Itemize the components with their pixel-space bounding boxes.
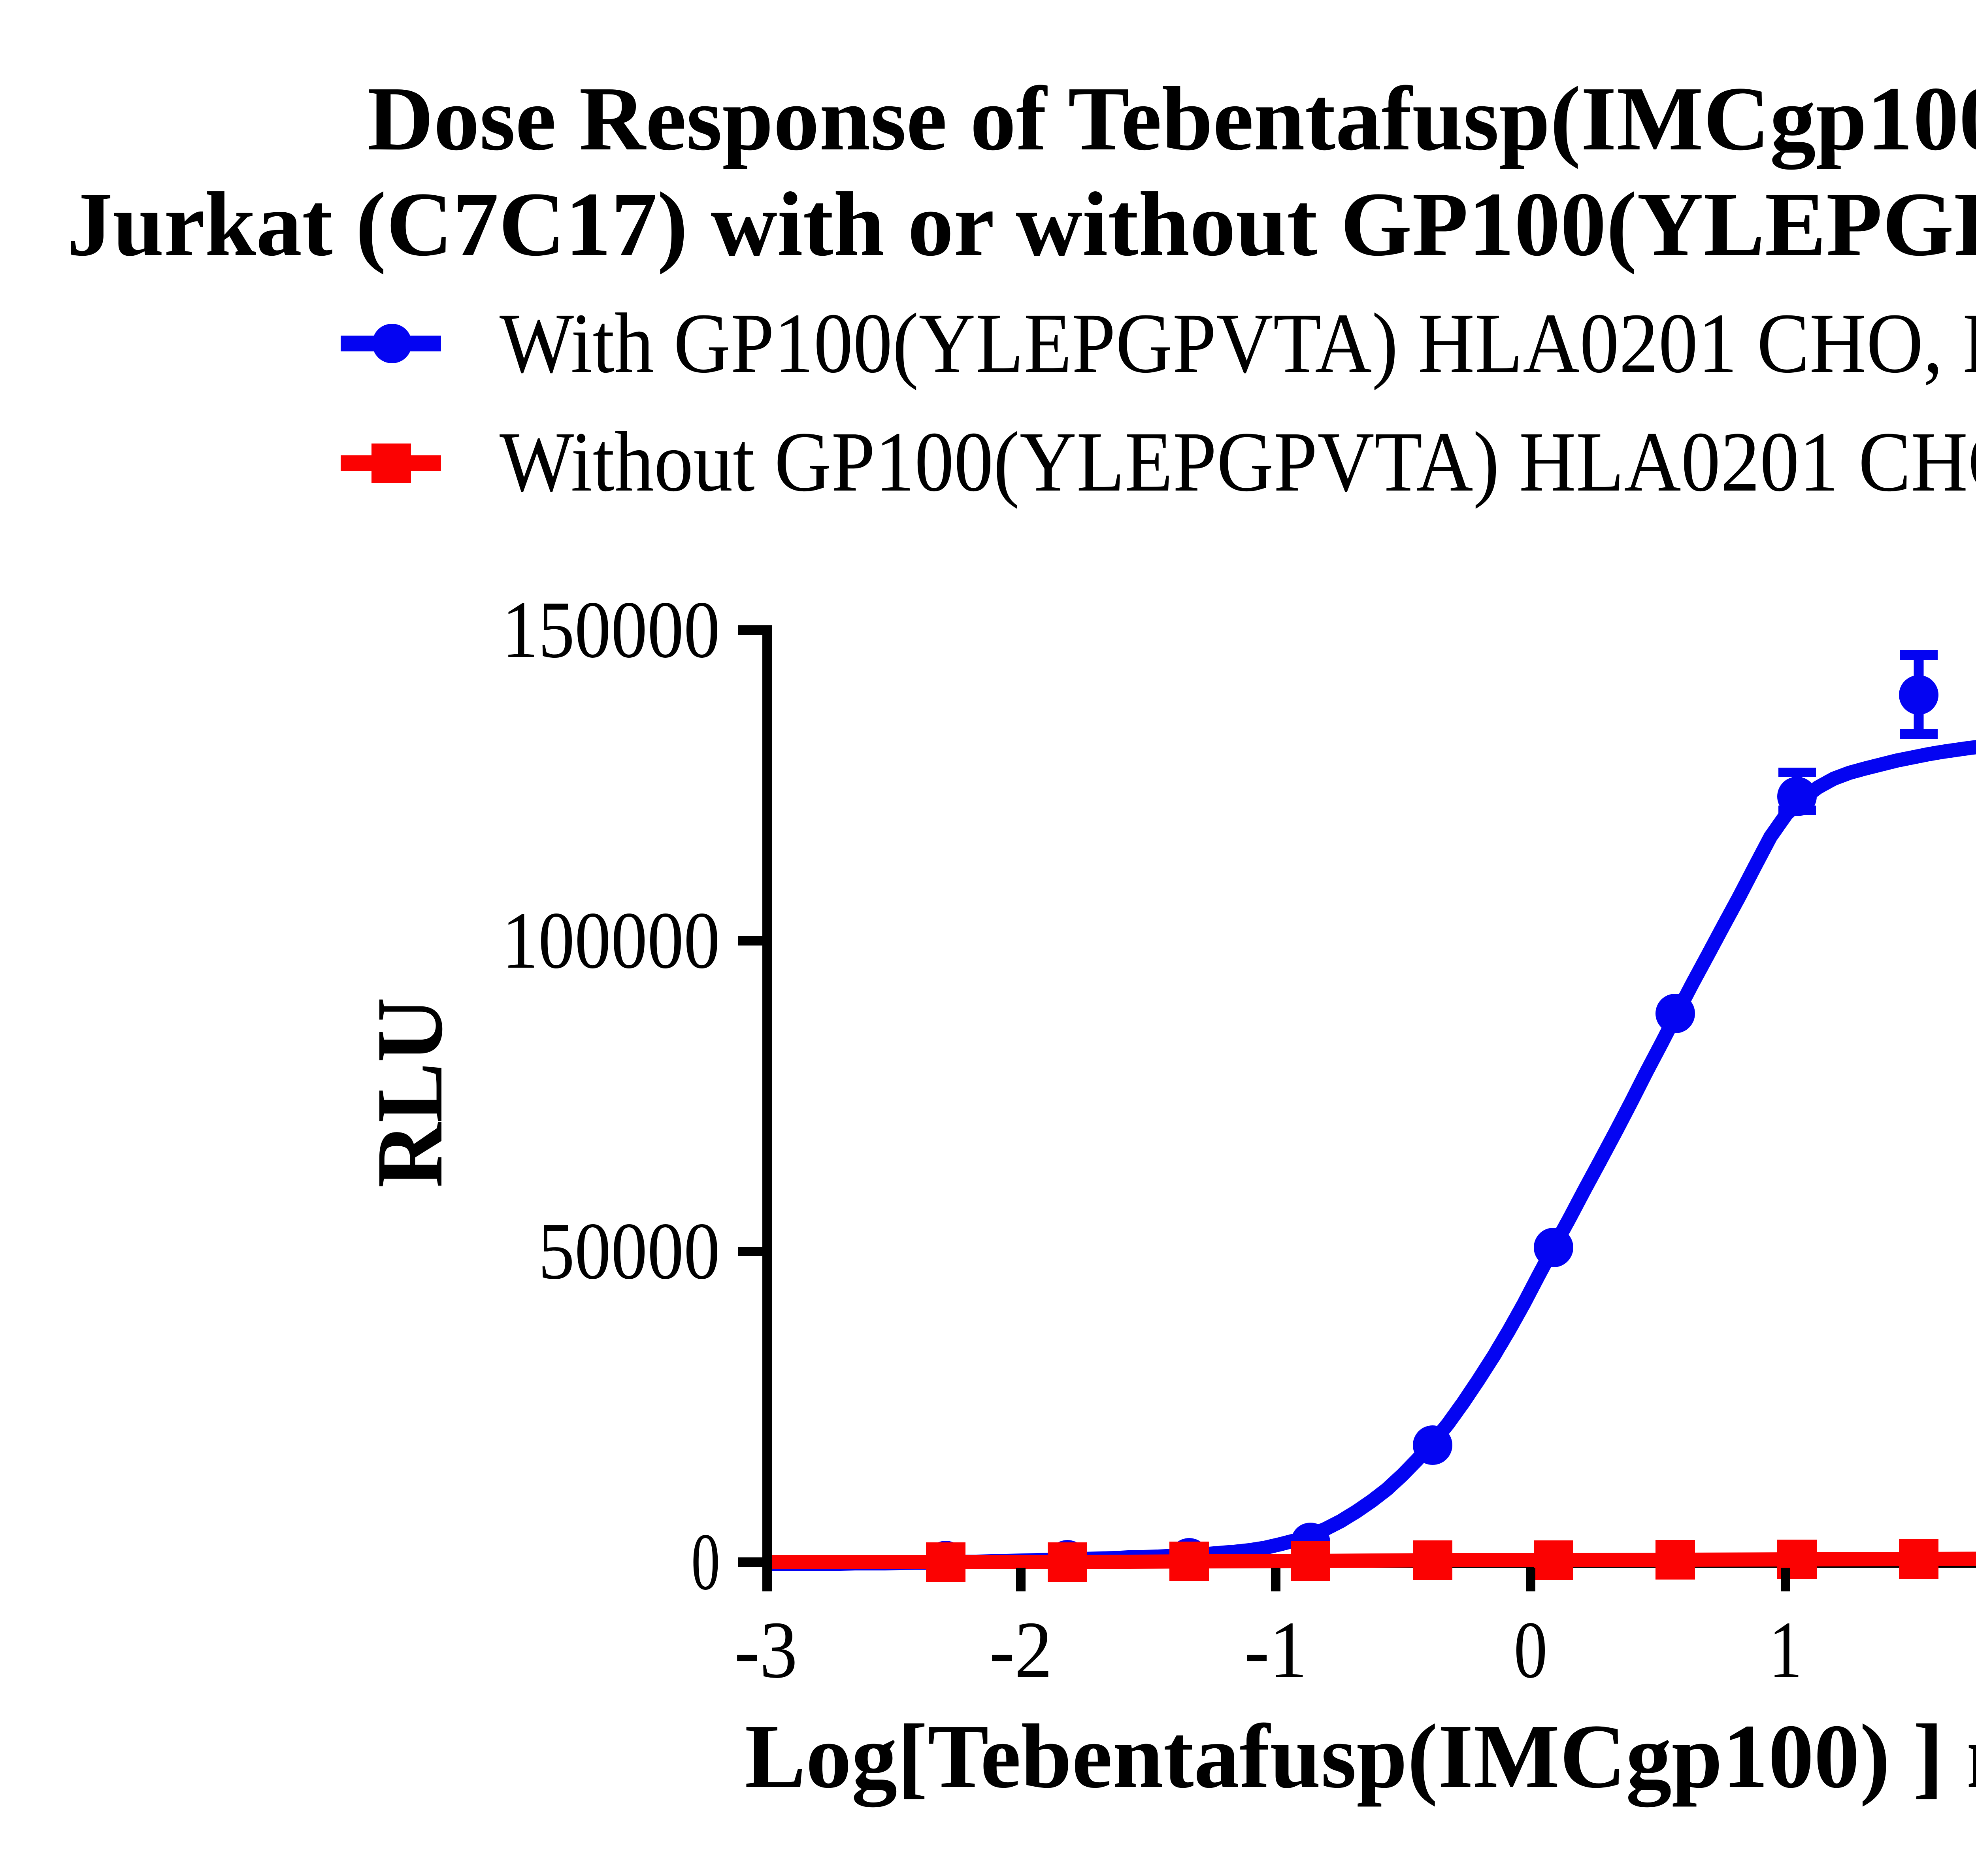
svg-text:Log[Tebentafusp(IMCgp100) ] ng: Log[Tebentafusp(IMCgp100) ] ng/ml <box>745 1706 1976 1807</box>
svg-text:Without GP100(YLEPGPVTA) HLA02: Without GP100(YLEPGPVTA) HLA0201 CHO, EC… <box>500 414 1976 509</box>
svg-text:0: 0 <box>691 1516 720 1607</box>
svg-text:Jurkat (C7C17) with or without: Jurkat (C7C17) with or without GP100(YLE… <box>67 174 1976 275</box>
svg-text:RLU: RLU <box>357 997 462 1188</box>
svg-text:0: 0 <box>1514 1604 1548 1695</box>
svg-text:With GP100(YLEPGPVTA) HLA0201: With GP100(YLEPGPVTA) HLA0201 CHO, EC50 … <box>500 296 1976 391</box>
svg-text:-2: -2 <box>989 1604 1052 1695</box>
svg-text:-3: -3 <box>734 1604 798 1695</box>
svg-text:100000: 100000 <box>502 895 720 985</box>
svg-text:1: 1 <box>1769 1604 1803 1695</box>
svg-text:150000: 150000 <box>502 584 720 675</box>
svg-text:50000: 50000 <box>538 1206 720 1296</box>
svg-text:-1: -1 <box>1244 1604 1307 1695</box>
svg-text:Dose Response of Tebentafusp(I: Dose Response of Tebentafusp(IMCgp100) i… <box>367 68 1976 170</box>
